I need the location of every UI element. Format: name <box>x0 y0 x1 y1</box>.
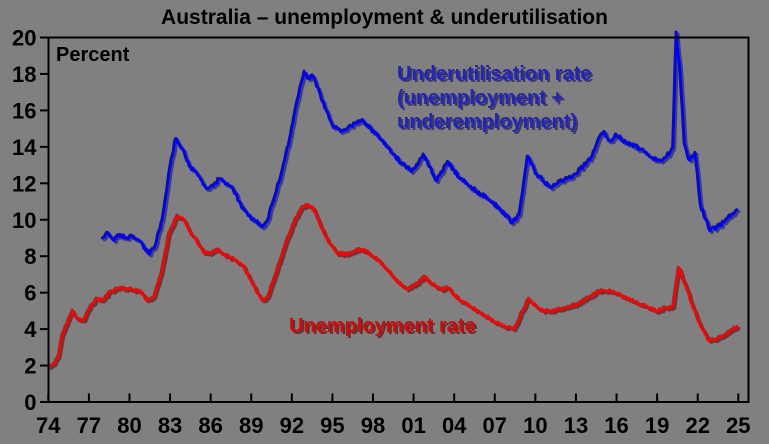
x-axis-tick-label: 25 <box>726 413 750 438</box>
x-axis-tick-label: 83 <box>158 413 182 438</box>
y-axis-tick-label: 10 <box>12 208 36 233</box>
y-axis-tick-label: 18 <box>12 62 36 87</box>
y-axis-tick-label: 12 <box>12 171 36 196</box>
underutilisation-series-label: Underutilisation rate (unemployment + un… <box>397 62 591 134</box>
x-axis-tick-label: 13 <box>564 413 588 438</box>
x-axis-tick-label: 77 <box>77 413 101 438</box>
y-axis-tick-label: 2 <box>24 354 36 379</box>
x-axis-tick-label: 01 <box>401 413 425 438</box>
x-axis-tick-label: 98 <box>361 413 385 438</box>
y-axis-tick-label: 4 <box>24 317 37 342</box>
percent-axis-label: Percent <box>56 44 130 66</box>
underutilisation-label-line1: Underutilisation rate <box>397 63 592 85</box>
x-axis-tick-label: 07 <box>483 413 507 438</box>
x-axis-tick-label: 04 <box>442 413 467 438</box>
y-axis-tick-label: 16 <box>12 98 36 123</box>
y-axis-tick-label: 8 <box>24 244 36 269</box>
underutilisation-label-line2: (unemployment + <box>397 87 564 109</box>
x-axis-tick-label: 10 <box>523 413 547 438</box>
x-axis-tick-label: 16 <box>604 413 628 438</box>
chart-title: Australia – unemployment & underutilisat… <box>161 6 608 29</box>
y-axis-tick-label: 6 <box>24 281 36 306</box>
x-axis-tick-label: 86 <box>198 413 222 438</box>
x-axis-tick-label: 22 <box>685 413 709 438</box>
unemployment-series-label: Unemployment rate <box>289 315 476 337</box>
unemployment-line <box>49 202 739 368</box>
y-axis-tick-label: 14 <box>12 135 37 160</box>
x-axis-tick-label: 92 <box>280 413 304 438</box>
x-axis-tick-label: 80 <box>117 413 141 438</box>
x-axis-tick-label: 74 <box>36 413 61 438</box>
x-axis-tick-label: 89 <box>239 413 263 438</box>
y-axis-tick-label: 20 <box>12 26 36 51</box>
x-axis-tick-label: 95 <box>320 413 344 438</box>
y-axis-tick-label: 0 <box>24 390 36 415</box>
underutilisation-line <box>100 30 739 256</box>
x-axis-tick-label: 19 <box>645 413 669 438</box>
underutilisation-label-line3: underemployment) <box>397 111 578 133</box>
